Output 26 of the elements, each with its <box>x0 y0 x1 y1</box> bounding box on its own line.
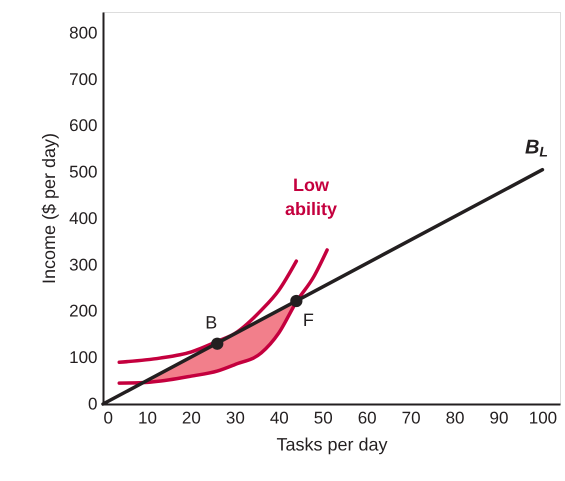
annotation: Low ability <box>284 175 338 219</box>
line-series <box>118 248 329 385</box>
y-tick-label: 400 <box>69 208 98 228</box>
x-tick-label: 60 <box>358 408 377 428</box>
x-tick-label: 90 <box>490 408 508 428</box>
y-tick-label: 600 <box>69 116 98 136</box>
x-tick-label: 100 <box>528 408 558 428</box>
y-tick-label: 300 <box>69 255 98 274</box>
x-tick-label: 70 <box>402 408 421 428</box>
x-tick-label: 20 <box>182 408 201 428</box>
y-tick-label: 100 <box>69 348 98 368</box>
x-tick-label: 0 <box>104 408 113 428</box>
y-axis-title: Income ($ per day) <box>39 132 60 284</box>
x-tick-label: 30 <box>226 408 245 428</box>
x-tick-label: 80 <box>446 408 464 428</box>
y-tick-label: 0 <box>88 394 98 414</box>
y-tick-label: 200 <box>69 302 98 321</box>
x-axis-title: Tasks per day <box>276 434 388 454</box>
x-tick-label: 40 <box>270 408 289 428</box>
annotation: B <box>205 312 218 333</box>
y-tick-label: 800 <box>69 23 98 42</box>
x-tick-label: 50 <box>314 408 333 428</box>
annotation: F <box>302 310 314 330</box>
x-tick-label: 10 <box>138 408 157 428</box>
y-tick-label: 500 <box>69 162 98 182</box>
y-tick-label: 700 <box>69 70 98 89</box>
